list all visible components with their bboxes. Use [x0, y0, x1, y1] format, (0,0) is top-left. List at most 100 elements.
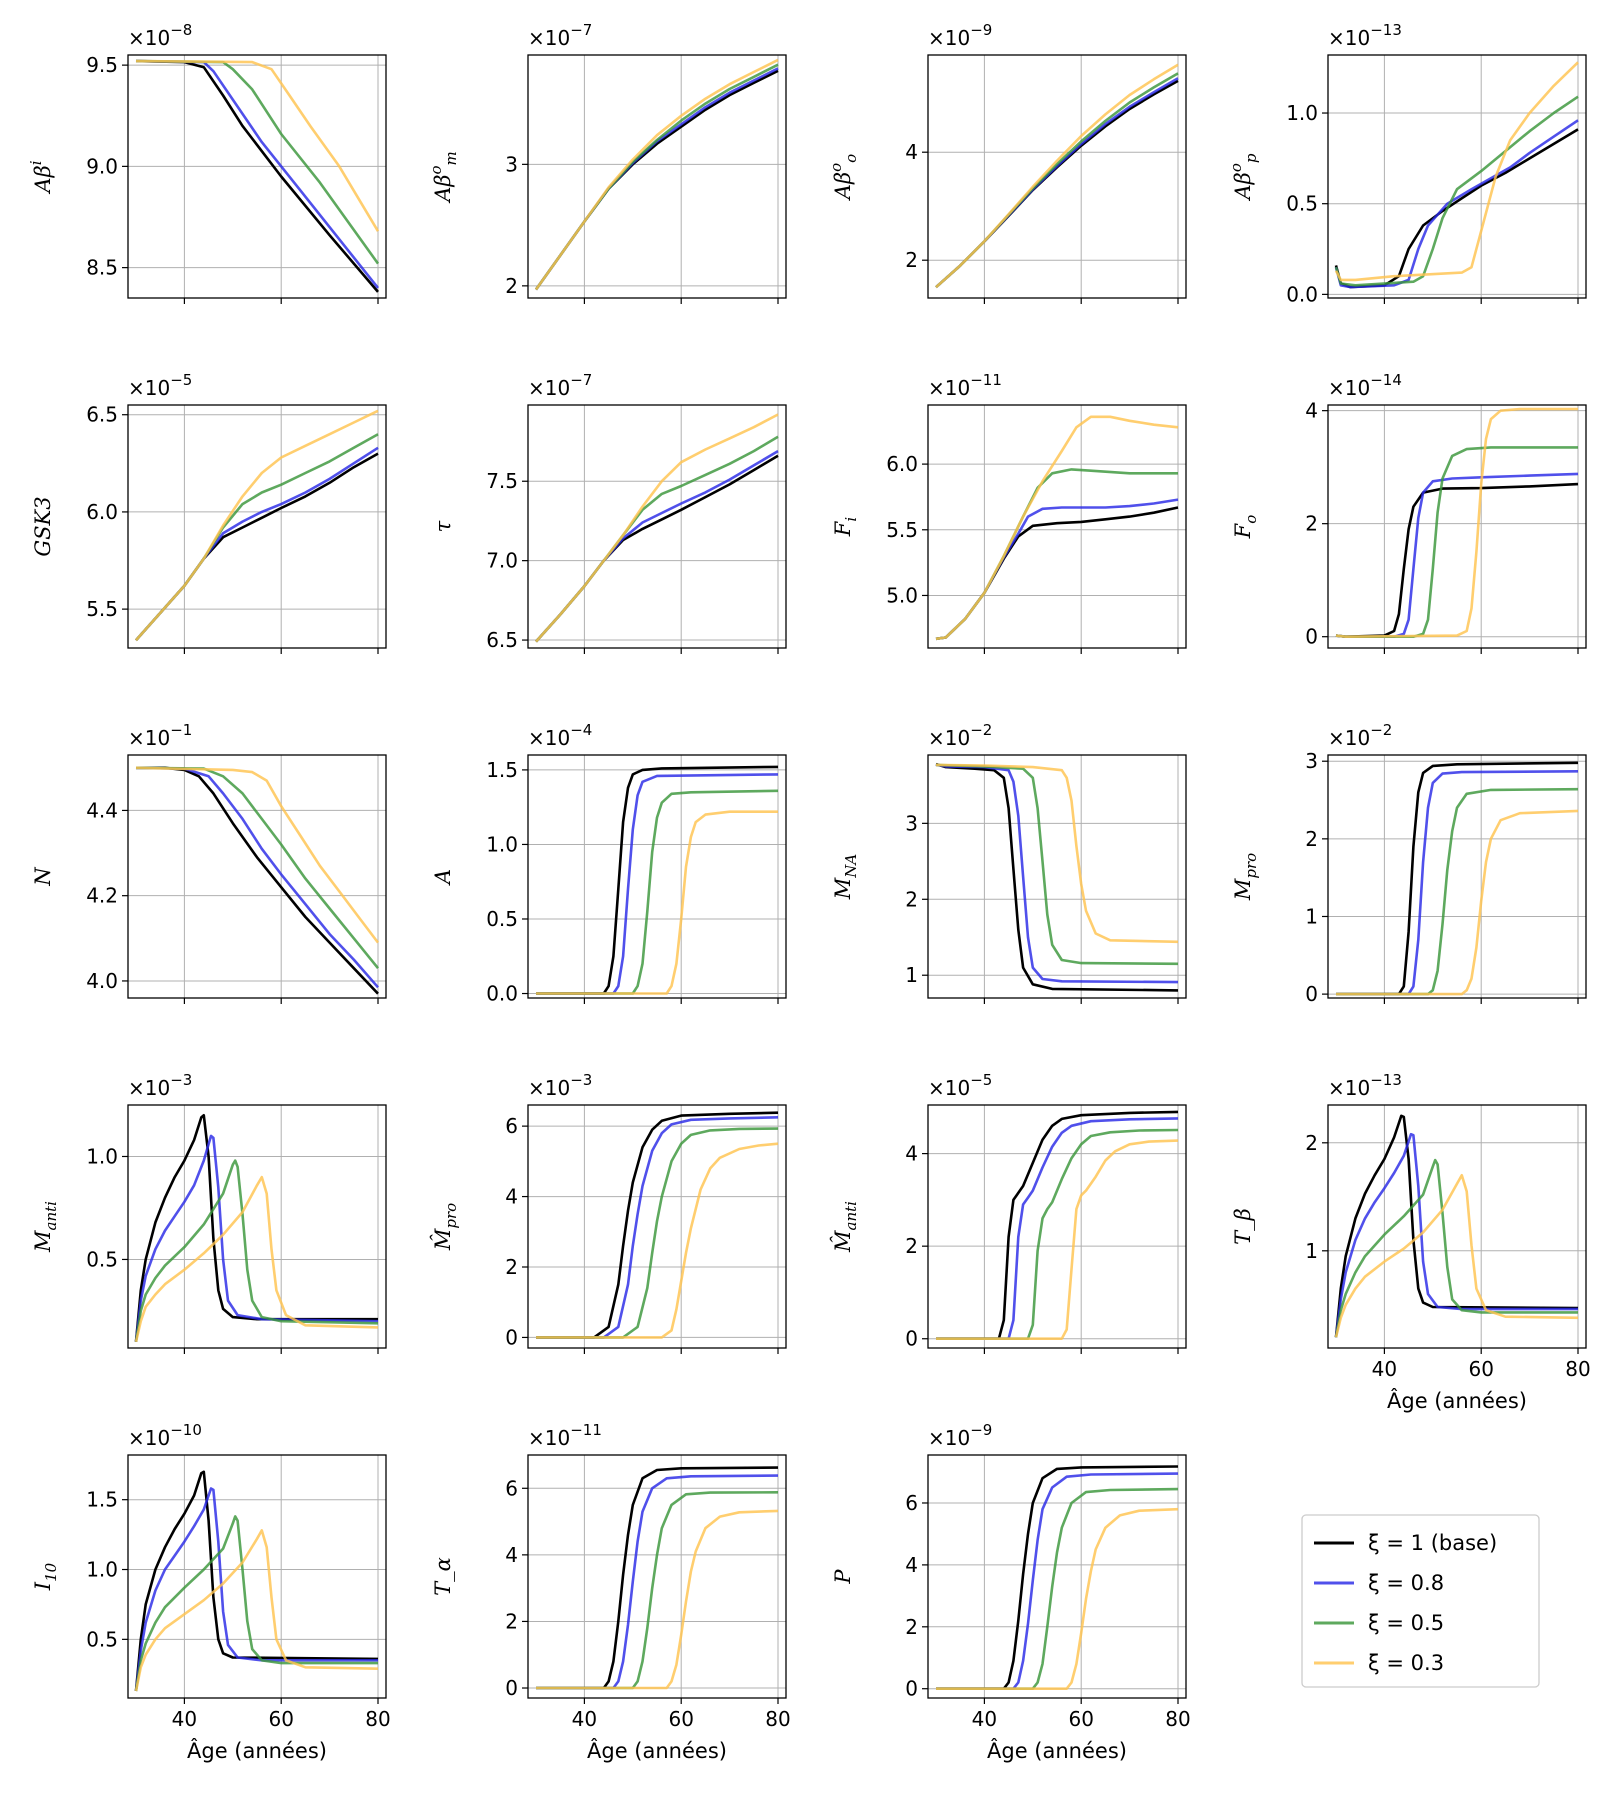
- offset-multiplier: ×10−9: [928, 1421, 992, 1450]
- series-line-xi05: [1336, 787, 1579, 996]
- offset-multiplier: ×10−13: [1328, 21, 1402, 50]
- subplot-1: 9.5 9.0 8.5 ×10−8 Aβi: [27, 21, 387, 304]
- subplot-5: 6.5 6.0 5.5 ×10−5 GSK3: [31, 371, 387, 654]
- series-line-base: [935, 79, 1179, 289]
- y-tick-label: 5.0: [886, 583, 918, 607]
- series-line-xi03: [1334, 1173, 1579, 1338]
- series-line-xi03: [134, 1175, 379, 1343]
- y-tick-label: 4: [1305, 399, 1318, 423]
- y-tick-label: 7.0: [486, 549, 518, 573]
- y-tick-label: 1.0: [86, 1144, 118, 1168]
- y-axis-label: I10: [31, 1562, 60, 1591]
- y-tick-label: 5.5: [86, 597, 118, 621]
- series-line-base: [536, 1466, 779, 1690]
- axes-frame: [1327, 1104, 1587, 1349]
- series-line-base: [136, 766, 379, 995]
- axes-frame: [527, 754, 787, 999]
- y-tick-label: 1.5: [86, 1488, 118, 1512]
- series-line-xi05: [535, 435, 779, 643]
- y-axis-label: Aβom: [427, 151, 460, 204]
- series-line-base: [536, 1111, 779, 1339]
- subplot-17: 40 60 80 Âge (années) 1.5 1.0 0.5 ×10−10 I10: [31, 1421, 391, 1763]
- y-tick-label: 0.5: [86, 1627, 118, 1651]
- y-tick-label: 7.5: [486, 469, 518, 493]
- subplot-18: 40 60 80 Âge (années) 6 4 2 0 ×10−11 T_α: [431, 1421, 791, 1763]
- x-tick-label: 80: [765, 1707, 790, 1731]
- series-line-base: [535, 454, 779, 643]
- y-tick-label: 4.0: [86, 969, 118, 993]
- axes-frame: [127, 1104, 387, 1349]
- axes-frame: [127, 1454, 387, 1699]
- subplot-3: 4 2 ×10−9 Aβoo: [827, 21, 1187, 304]
- y-tick-label: 6: [505, 1476, 518, 1500]
- y-tick-label: 4: [505, 1185, 518, 1209]
- axes-frame: [1327, 404, 1587, 649]
- y-tick-label: 6.5: [486, 628, 518, 652]
- y-tick-label: 8.5: [86, 256, 118, 280]
- x-tick-label: 40: [172, 1707, 197, 1731]
- y-axis-label: Manti: [31, 1201, 60, 1253]
- y-tick-label: 1: [1305, 904, 1318, 928]
- subplot-10: 1.5 1.0 0.5 0.0 ×10−4 A: [431, 721, 787, 1006]
- offset-multiplier: ×10−5: [128, 371, 192, 400]
- x-axis-label: Âge (années): [987, 1738, 1127, 1763]
- axes-frame: [127, 404, 387, 649]
- subplot-14: 6 4 2 0 ×10−3 M̂pro: [431, 1071, 787, 1354]
- subplot-12: 3 2 1 0 ×10−2 Mpro: [1231, 721, 1587, 1006]
- series-line-xi08: [1336, 770, 1579, 996]
- x-axis-label: Âge (années): [587, 1738, 727, 1763]
- series-line-xi08: [535, 449, 779, 643]
- y-tick-label: 1.5: [486, 758, 518, 782]
- axes-frame: [927, 54, 1187, 299]
- subplot-16: 40 60 80 Âge (années) 2 1 ×10−13 T_β: [1231, 1071, 1591, 1413]
- series-line-xi08: [1335, 472, 1579, 638]
- subplot-9: 4.4 4.2 4.0 ×10−1 N: [31, 721, 387, 1004]
- axes-frame: [127, 54, 387, 299]
- x-tick-label: 60: [1068, 1707, 1093, 1731]
- axes-frame: [527, 54, 787, 299]
- y-tick-label: 0.5: [1286, 192, 1318, 216]
- series-line-xi08: [534, 67, 779, 291]
- y-axis-label: Aβi: [27, 160, 55, 194]
- series-line-xi08: [134, 1134, 379, 1342]
- series-line-xi03: [135, 409, 379, 642]
- x-tick-label: 60: [1468, 1357, 1493, 1381]
- subplot-8: 4 2 0 ×10−14 Fo: [1231, 371, 1587, 654]
- legend-label-xi03: ξ = 0.3: [1368, 1651, 1444, 1675]
- y-tick-label: 0: [1305, 982, 1318, 1006]
- series-line-xi03: [135, 766, 380, 944]
- x-tick-label: 60: [268, 1707, 293, 1731]
- series-line-xi03: [936, 1507, 1179, 1690]
- series-line-xi05: [134, 1159, 379, 1342]
- subplot-4: 1.0 0.5 0.0 ×10−13 Aβop: [1227, 21, 1587, 306]
- series-line-xi05: [536, 1127, 779, 1339]
- x-tick-label: 60: [668, 1707, 693, 1731]
- series-line-base: [135, 452, 379, 642]
- y-tick-label: 2: [905, 248, 918, 272]
- x-tick-label: 40: [572, 1707, 597, 1731]
- y-axis-label: Fi: [831, 517, 860, 538]
- y-tick-label: 0.0: [486, 982, 518, 1006]
- series-line-xi05: [935, 468, 1178, 641]
- series-line-xi05: [935, 763, 1179, 966]
- y-tick-label: 1: [1305, 1239, 1318, 1263]
- series-line-xi03: [935, 763, 1179, 944]
- y-axis-label: MNA: [831, 854, 860, 901]
- series-line-xi03: [536, 810, 778, 995]
- y-axis-label: Fo: [1231, 515, 1260, 540]
- y-tick-label: 6.0: [886, 452, 918, 476]
- y-tick-label: 2: [1305, 512, 1318, 536]
- series-line-xi08: [1334, 1132, 1578, 1338]
- y-tick-label: 2: [905, 1234, 918, 1258]
- y-tick-label: 0.5: [486, 907, 518, 931]
- legend-label-xi08: ξ = 0.8: [1368, 1571, 1444, 1595]
- series-line-base: [1334, 1114, 1579, 1338]
- y-tick-label: 0: [1305, 625, 1318, 649]
- y-axis-label: Mpro: [1231, 853, 1260, 901]
- y-tick-label: 2: [905, 1615, 918, 1639]
- axes-frame: [927, 754, 1187, 999]
- x-tick-label: 80: [365, 1707, 390, 1731]
- y-tick-label: 0: [905, 1677, 918, 1701]
- offset-multiplier: ×10−13: [1328, 1071, 1402, 1100]
- y-axis-label: P: [831, 1569, 855, 1585]
